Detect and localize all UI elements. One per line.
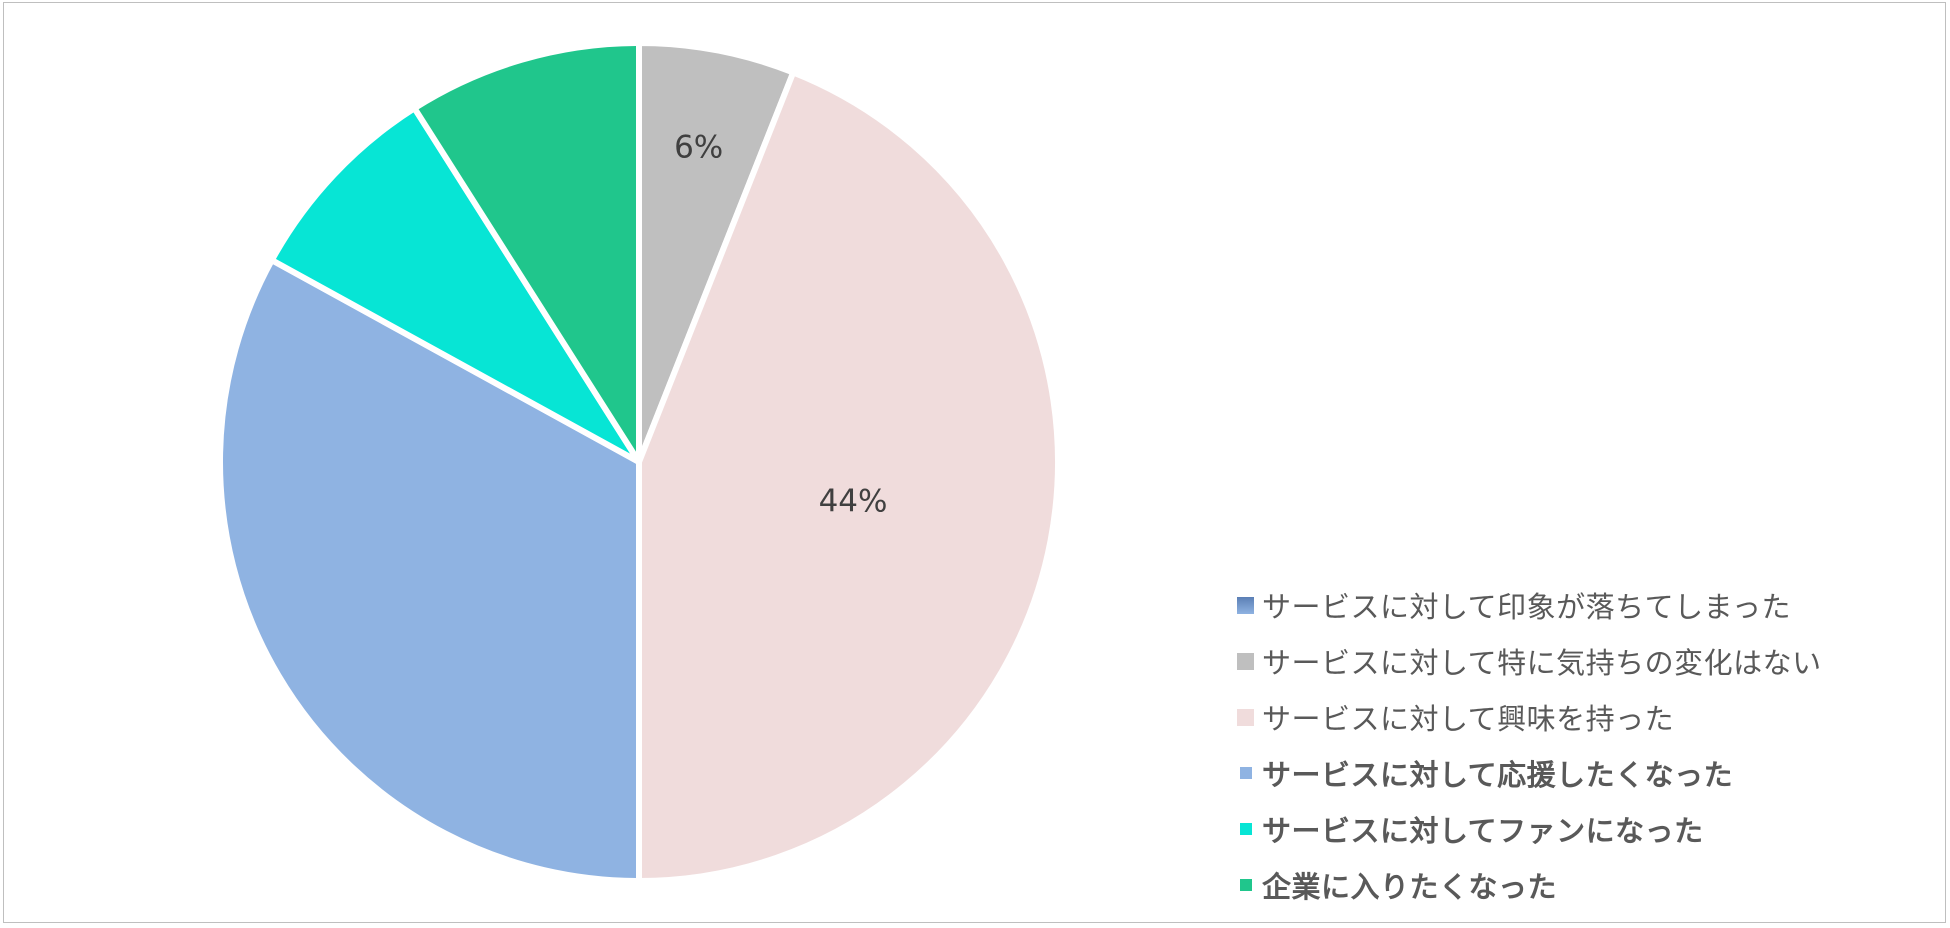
- legend-item: サービスに対して印象が落ちてしまった: [1237, 577, 1937, 633]
- legend-item: サービスに対して特に気持ちの変化はない: [1237, 633, 1937, 689]
- legend-swatch: [1237, 652, 1254, 670]
- slice-data-label: 44%: [819, 483, 888, 519]
- legend-item: サービスに対してファンになった: [1237, 801, 1937, 857]
- legend-label: サービスに対してファンになった: [1262, 814, 1704, 848]
- legend-item: サービスに対して応援したくなった: [1237, 745, 1937, 801]
- legend-swatch: [1240, 823, 1252, 835]
- legend-item: サービスに対して興味を持った: [1237, 689, 1937, 745]
- pie-slice: [411, 40, 642, 465]
- legend-label: サービスに対して特に気持ちの変化はない: [1262, 646, 1822, 680]
- slice-data-label: 6%: [674, 130, 723, 166]
- legend-label: 企業に入りたくなった: [1262, 870, 1558, 904]
- legend-swatch: [1240, 879, 1252, 891]
- legend-label: サービスに対して印象が落ちてしまった: [1262, 590, 1791, 624]
- legend-swatch: [1240, 767, 1252, 779]
- pie-slice: [268, 105, 642, 465]
- legend-swatch: [1237, 596, 1254, 614]
- chart-legend: サービスに対して印象が落ちてしまった サービスに対して特に気持ちの変化はない サービ…: [1237, 577, 1937, 913]
- legend-label: サービスに対して興味を持った: [1262, 702, 1675, 736]
- legend-item: 企業に入りたくなった: [1237, 857, 1937, 913]
- pie-slice: [217, 257, 642, 884]
- pie-slice: [636, 69, 1061, 884]
- legend-label: サービスに対して応援したくなった: [1262, 758, 1734, 792]
- legend-swatch: [1237, 708, 1254, 726]
